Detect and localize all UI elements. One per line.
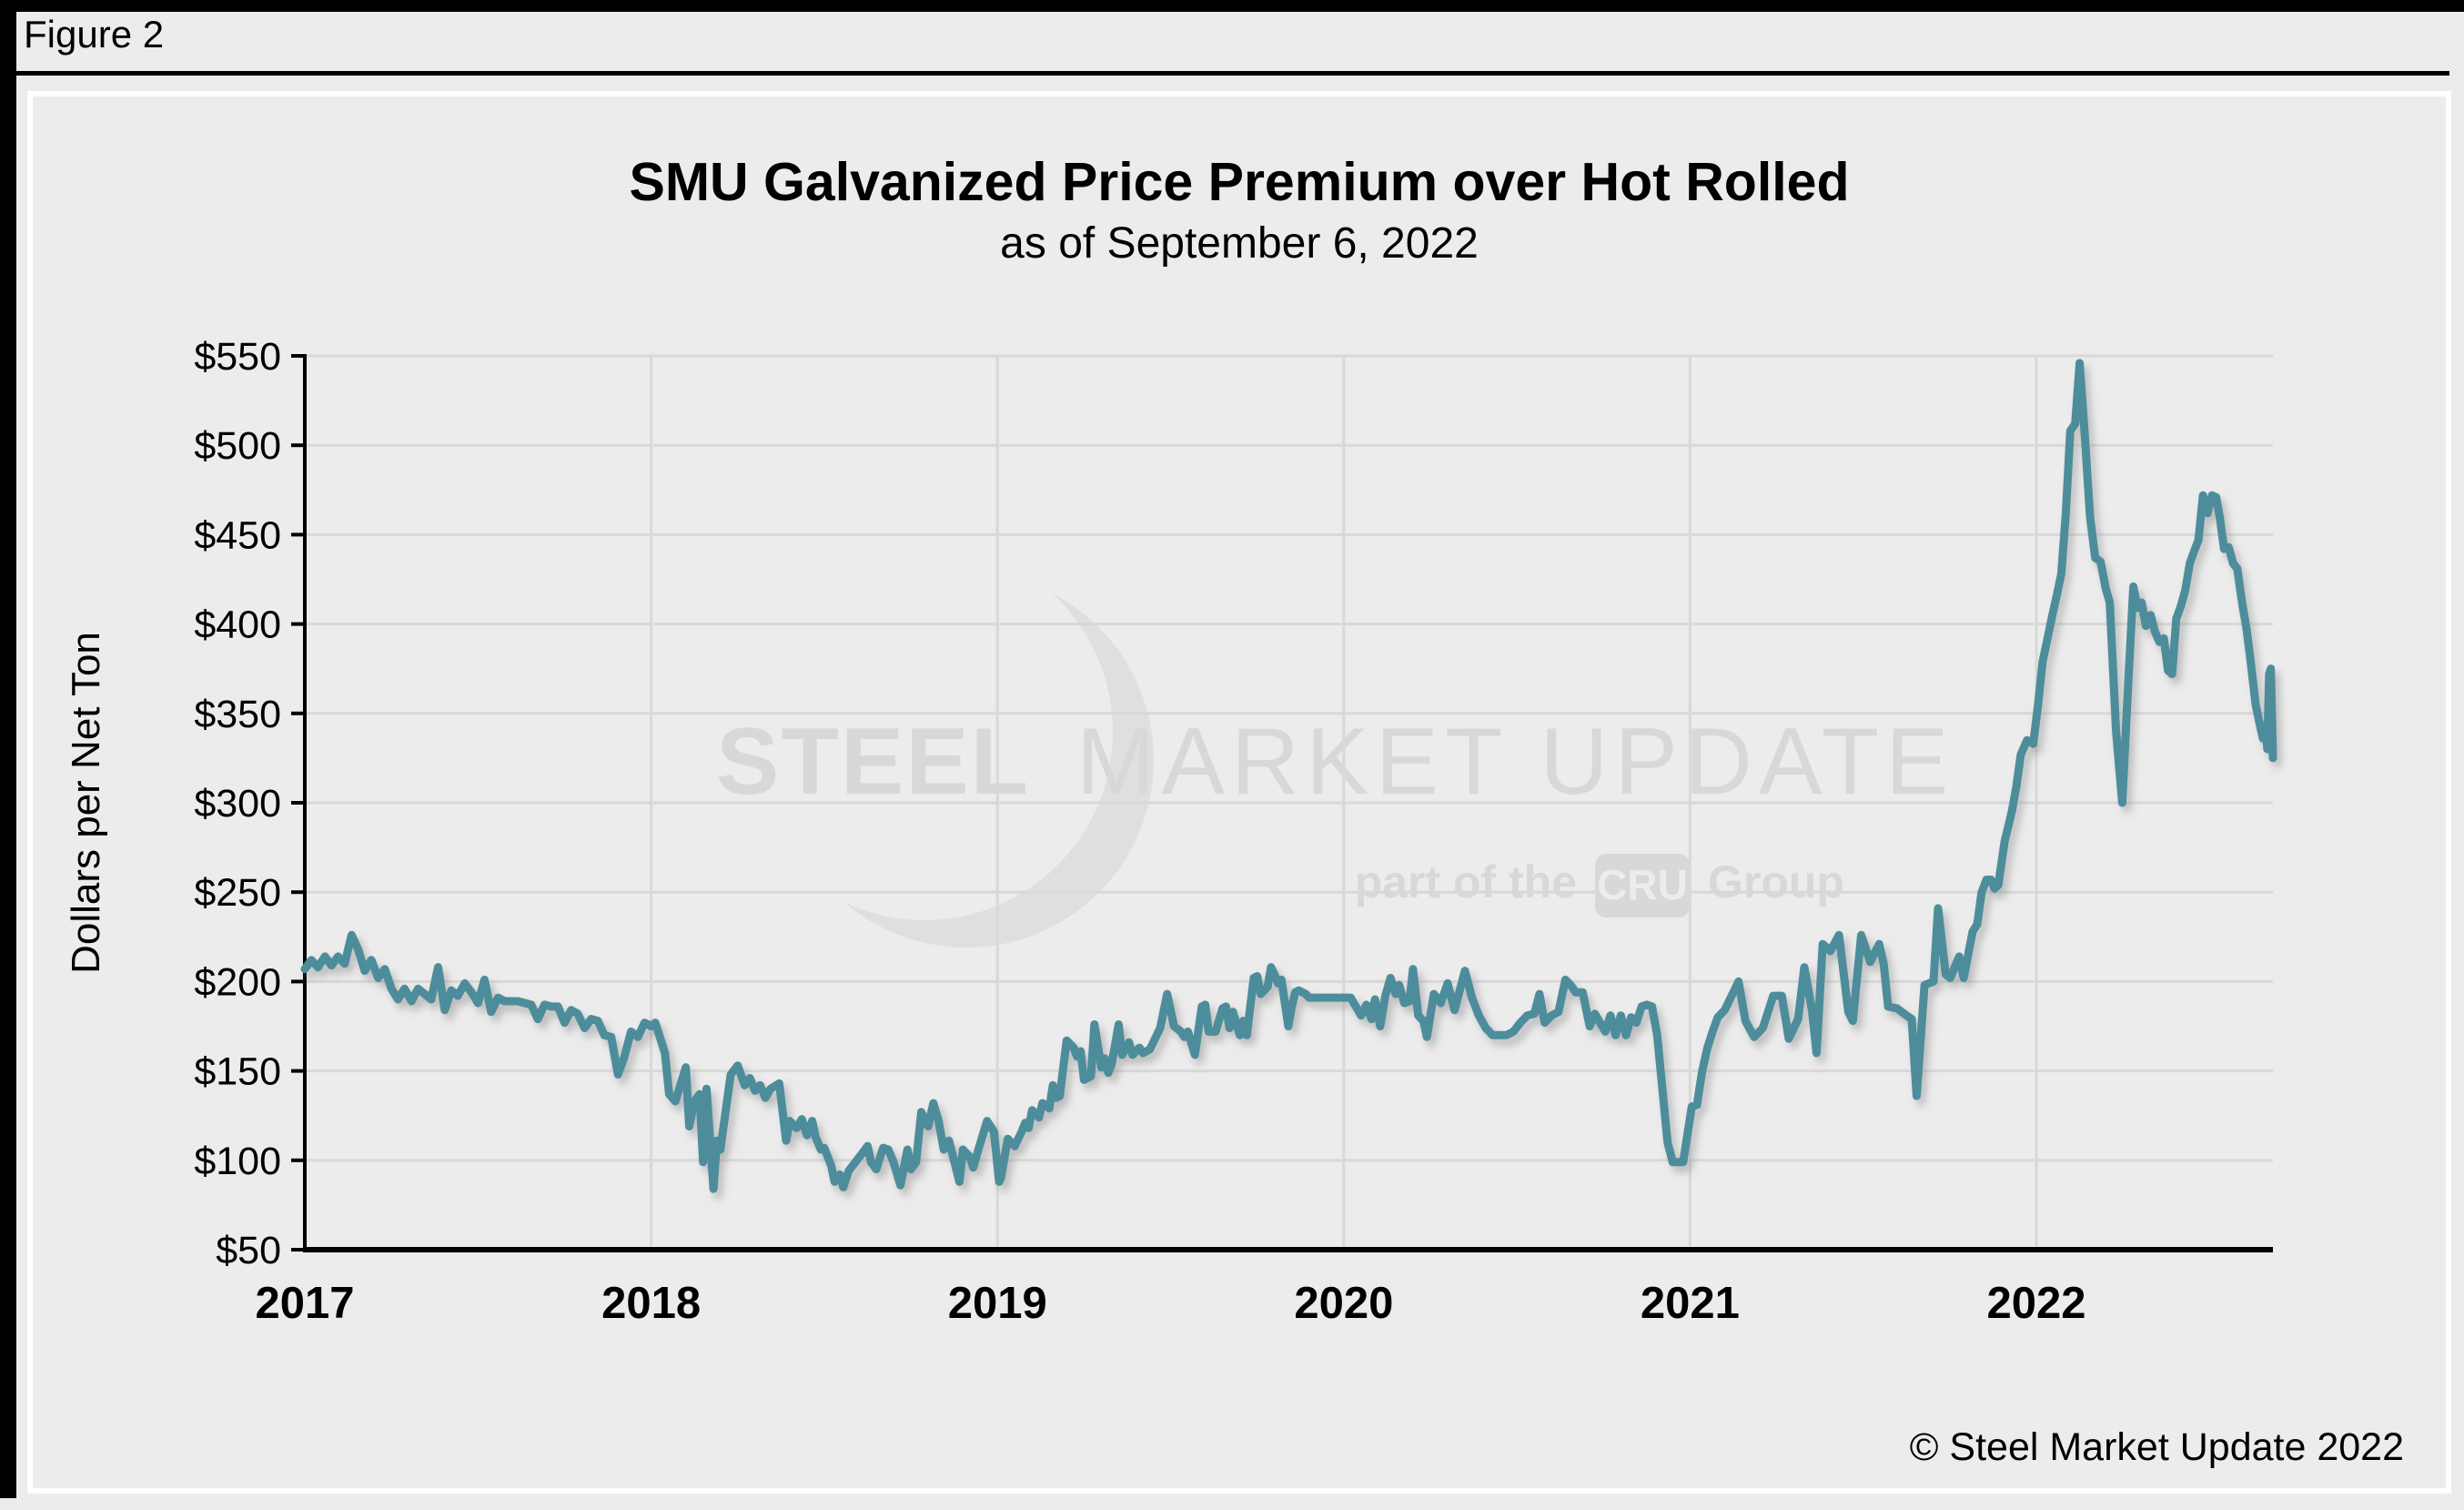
x-tick-label-2020: 2020 — [1294, 1279, 1393, 1328]
y-tick-label-150: $150 — [194, 1050, 281, 1094]
y-tick-label-550: $550 — [194, 335, 281, 379]
chart-title: SMU Galvanized Price Premium over Hot Ro… — [629, 152, 1850, 212]
watermark-market-update-text: MARKET UPDATE — [1076, 709, 1955, 815]
tick-labels: $50 $100 $150 $200 $250 $300 $350 $400 $450 $500 $… — [194, 335, 2085, 1328]
watermark-part-of-the-text: part of the — [1355, 856, 1577, 907]
watermark-steel-text: STEEL — [716, 709, 1030, 815]
x-tick-label-2018: 2018 — [601, 1279, 701, 1328]
x-tick-label-2021: 2021 — [1641, 1279, 1740, 1328]
y-tick-label-350: $350 — [194, 693, 281, 736]
page-border-left — [0, 0, 16, 1498]
y-tick-label-50: $50 — [216, 1229, 281, 1272]
y-tick-label-250: $250 — [194, 871, 281, 915]
y-tick-label-200: $200 — [194, 960, 281, 1004]
copyright-note: © Steel Market Update 2022 — [1909, 1425, 2404, 1469]
cru-logo-box — [1595, 854, 1690, 917]
series-path-galvanized-premium — [300, 359, 2277, 1193]
chart-subtitle: as of September 6, 2022 — [1000, 219, 1479, 268]
watermark-crescent-logo — [736, 543, 1154, 948]
cru-logo-text: CRU — [1597, 861, 1688, 908]
x-tick-label-2022: 2022 — [1987, 1279, 2086, 1328]
x-tick-label-2019: 2019 — [948, 1279, 1047, 1328]
y-tick-label-400: $400 — [194, 603, 281, 647]
data-series — [300, 359, 2277, 1193]
y-tick-label-450: $450 — [194, 513, 281, 557]
chart-panel — [27, 91, 2451, 1494]
figure-rule — [16, 71, 2449, 76]
page-border-top — [0, 0, 2464, 12]
gridlines — [305, 354, 2273, 1250]
axes — [291, 354, 2273, 1252]
watermark-group-text: Group — [1708, 856, 1844, 907]
y-tick-label-500: $500 — [194, 424, 281, 468]
crescent-cutout-circle — [736, 543, 1113, 920]
y-tick-label-100: $100 — [194, 1140, 281, 1183]
x-tick-label-2017: 2017 — [255, 1279, 354, 1328]
watermark: STEEL MARKET UPDATE part of the CRU Grou… — [716, 709, 1955, 917]
y-tick-label-300: $300 — [194, 782, 281, 826]
figure-label: Figure 2 — [24, 13, 165, 56]
y-axis-title: Dollars per Net Ton — [64, 632, 108, 974]
